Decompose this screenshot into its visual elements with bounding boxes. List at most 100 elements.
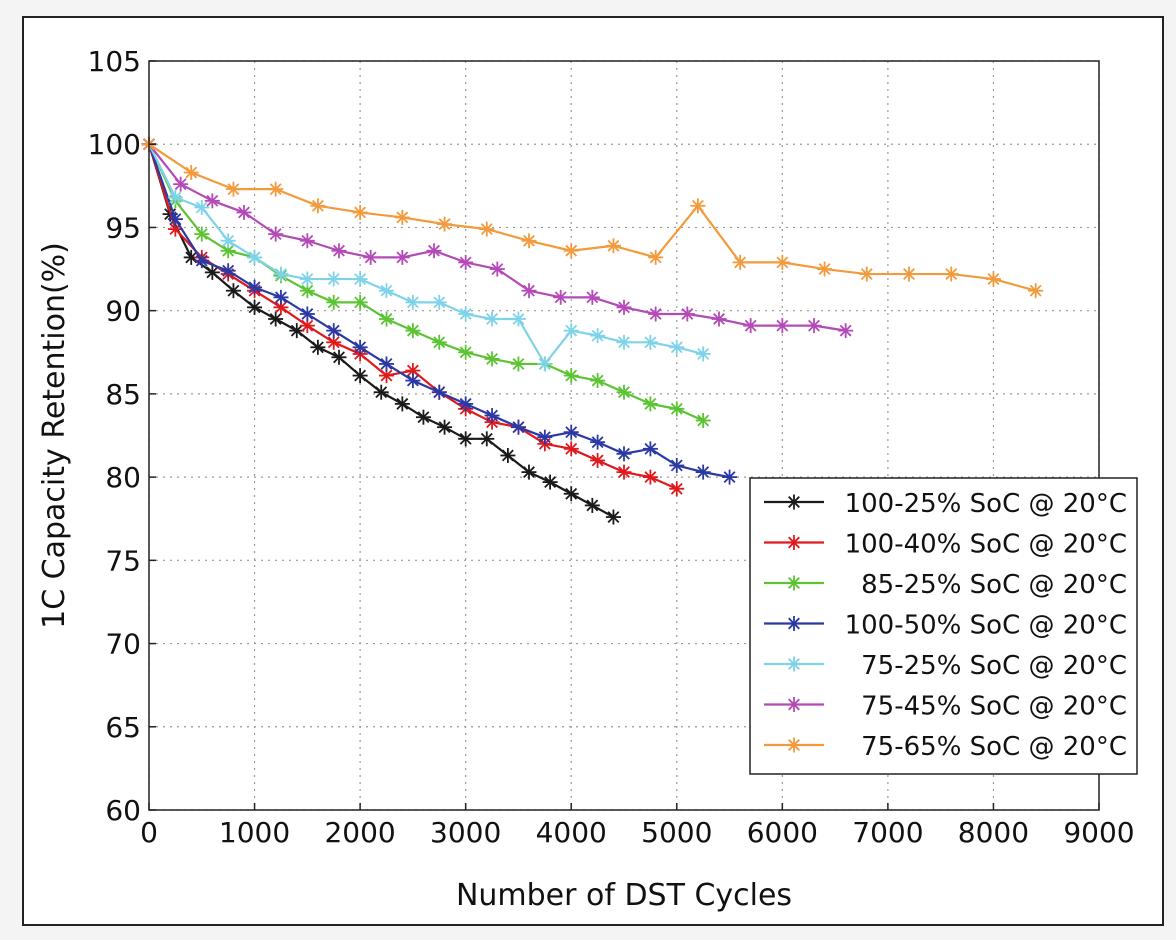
- legend-label: 75-45% SoC @ 20°C: [861, 692, 1127, 722]
- series-line: [148, 143, 846, 332]
- data-point-marker: [590, 452, 606, 468]
- legend: 100-25% SoC @ 20°C 100-40% SoC @ 20°C 85-2…: [749, 477, 1138, 775]
- data-point-marker: [500, 447, 516, 463]
- data-point-marker: [786, 616, 802, 631]
- data-point-marker: [431, 334, 447, 350]
- series-line: [148, 143, 704, 366]
- legend-item: 75-65% SoC @ 20°C: [764, 732, 1127, 762]
- data-point-marker: [352, 339, 368, 355]
- data-point-marker: [363, 249, 379, 265]
- data-point-marker: [247, 249, 263, 265]
- data-point-marker: [405, 294, 421, 310]
- legend-item: 75-45% SoC @ 20°C: [764, 692, 1127, 722]
- data-point-marker: [204, 193, 220, 209]
- data-point-marker: [722, 469, 738, 485]
- data-point-marker: [379, 311, 394, 327]
- data-point-marker: [484, 351, 500, 367]
- y-tick-label: 85: [105, 378, 141, 411]
- data-point-marker: [458, 431, 474, 447]
- data-point-marker: [479, 221, 495, 237]
- data-point-marker: [732, 254, 748, 270]
- data-point-marker: [786, 656, 802, 672]
- y-tick-label: 65: [105, 711, 141, 744]
- data-point-marker: [648, 249, 664, 265]
- x-tick-label: 4000: [536, 816, 607, 849]
- legend-item: 100-50% SoC @ 20°C: [764, 611, 1127, 641]
- data-point-marker: [584, 497, 600, 513]
- y-tick-label: 105: [88, 45, 141, 78]
- data-point-marker: [331, 349, 347, 365]
- data-point-marker: [806, 318, 822, 334]
- data-point-marker: [695, 346, 711, 362]
- data-point-marker: [605, 238, 621, 254]
- data-point-marker: [299, 233, 315, 249]
- plot-border: [148, 60, 1100, 811]
- data-point-marker: [458, 396, 474, 412]
- data-point-marker: [590, 434, 606, 450]
- legend-box: [749, 477, 1138, 775]
- series-line: [148, 143, 704, 422]
- data-point-marker: [521, 233, 537, 249]
- legend-label: 100-40% SoC @ 20°C: [845, 530, 1127, 560]
- series-group: [141, 136, 738, 485]
- data-point-marker: [373, 384, 389, 400]
- data-point-marker: [489, 261, 505, 277]
- data-point-marker: [774, 254, 790, 270]
- data-point-marker: [642, 334, 658, 350]
- data-point-marker: [426, 243, 442, 259]
- legend-label: 100-25% SoC @ 20°C: [845, 489, 1127, 519]
- legend-item: 85-25% SoC @ 20°C: [764, 570, 1127, 600]
- data-point-marker: [616, 334, 632, 350]
- data-point-marker: [616, 299, 632, 315]
- data-point-marker: [859, 266, 875, 282]
- data-point-marker: [743, 318, 759, 334]
- data-point-marker: [679, 306, 695, 322]
- data-point-marker: [690, 198, 706, 214]
- line-chart: 0 1000 2000 3000 4000 5000 6000 7000 8000 9000 60 6…: [37, 45, 1138, 913]
- legend-label: 75-25% SoC @ 20°C: [861, 651, 1127, 681]
- y-tick-label: 100: [88, 128, 141, 161]
- data-point-marker: [326, 323, 342, 339]
- data-point-marker: [268, 311, 284, 327]
- data-point-marker: [236, 204, 252, 220]
- data-point-marker: [415, 409, 431, 425]
- data-point-marker: [563, 368, 579, 384]
- y-tick-label: 95: [105, 211, 141, 244]
- data-point-marker: [247, 299, 263, 315]
- data-point-marker: [563, 441, 579, 457]
- series-line: [148, 143, 1036, 292]
- data-point-marker: [310, 198, 326, 214]
- y-axis-label: 1C Capacity Retention(%): [37, 242, 72, 629]
- data-point-marker: [786, 494, 802, 510]
- x-tick-label: 6000: [747, 816, 818, 849]
- data-point-marker: [642, 441, 658, 457]
- data-point-marker: [326, 294, 342, 310]
- chart-frame: 0 1000 2000 3000 4000 5000 6000 7000 8000 9000 60 6…: [22, 16, 1164, 926]
- data-point-marker: [394, 396, 410, 412]
- data-point-marker: [1028, 283, 1044, 299]
- data-point-marker: [352, 294, 368, 310]
- data-point-marker: [642, 396, 658, 412]
- data-point-marker: [331, 243, 347, 259]
- legend-label: 100-50% SoC @ 20°C: [845, 611, 1127, 641]
- data-point-marker: [247, 279, 263, 295]
- y-tick-label: 60: [105, 794, 141, 827]
- data-point-marker: [405, 323, 421, 339]
- data-point-marker: [648, 306, 664, 322]
- data-point-marker: [590, 373, 606, 389]
- legend-label: 75-65% SoC @ 20°C: [861, 732, 1127, 762]
- legend-item: 75-25% SoC @ 20°C: [764, 651, 1127, 681]
- data-point-marker: [537, 429, 553, 445]
- data-point-marker: [711, 311, 727, 327]
- data-point-marker: [605, 509, 621, 525]
- data-point-marker: [431, 294, 447, 310]
- x-tick-label: 1000: [219, 816, 290, 849]
- series-group: [141, 136, 621, 525]
- data-point-marker: [553, 289, 569, 305]
- y-tick-label: 75: [105, 544, 141, 577]
- data-point-marker: [563, 243, 579, 259]
- x-tick-label: 5000: [641, 816, 712, 849]
- data-point-marker: [774, 318, 790, 334]
- y-tick-label: 90: [105, 295, 141, 328]
- data-point-marker: [786, 535, 802, 550]
